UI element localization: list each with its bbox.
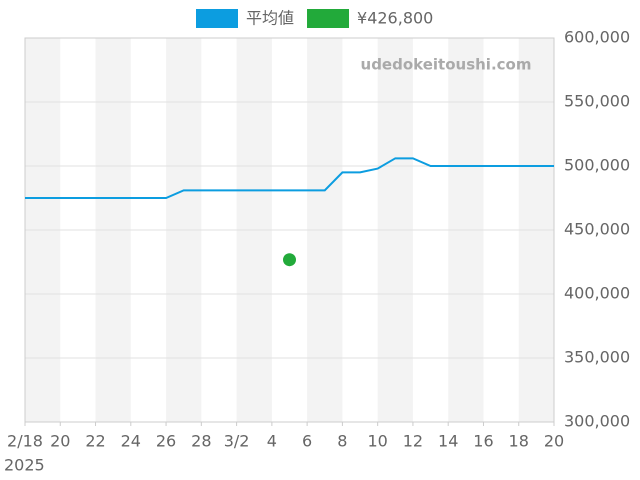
y-tick-label: 300,000 (564, 412, 630, 431)
legend-swatch (307, 9, 350, 28)
x-tick-label: 4 (267, 432, 277, 451)
x-tick-label: 28 (191, 432, 211, 451)
y-tick-label: 450,000 (564, 220, 630, 239)
legend-swatch (196, 9, 238, 28)
x-tick-label: 20 (544, 432, 564, 451)
x-tick-label: 3/2 (224, 432, 250, 451)
x-tick-label: 6 (302, 432, 312, 451)
x-tick-label: 14 (438, 432, 458, 451)
x-tick-label: 18 (509, 432, 529, 451)
plot: 300,000 350,000 400,000 450,000 500,000 550,0… (7, 9, 630, 451)
legend-label: 平均値 (246, 9, 294, 28)
x-tick-label: 8 (337, 432, 347, 451)
y-tick-label: 350,000 (564, 348, 630, 367)
watermark: udedokeitoushi.com (361, 56, 532, 74)
x-tick-label: 26 (156, 432, 176, 451)
x-tick-label: 22 (85, 432, 105, 451)
x-tick-label: 2/18 (7, 432, 43, 451)
y-tick-label: 500,000 (564, 156, 630, 175)
y-tick-label: 400,000 (564, 284, 630, 303)
x-tick-label: 24 (121, 432, 141, 451)
x-tick-label: 12 (403, 432, 423, 451)
legend-label: ¥426,800 (357, 9, 433, 28)
x-tick-label: 16 (473, 432, 493, 451)
x-year-label: 2025 (4, 456, 45, 475)
plot-border (24, 37, 555, 423)
y-tick-label: 550,000 (564, 92, 630, 111)
point (283, 253, 296, 267)
y-tick-label: 600,000 (564, 28, 630, 47)
line (25, 157, 554, 199)
x-tick-label: 10 (367, 432, 387, 451)
x-tick-label: 20 (50, 432, 70, 451)
